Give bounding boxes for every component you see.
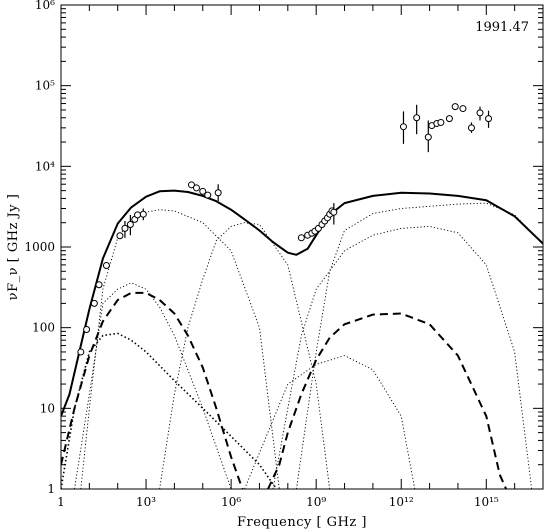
y-tick-label: 10⁶ [35,0,55,12]
epoch-annotation: 1991.47 [475,20,529,35]
y-tick-label: 10⁵ [35,79,55,93]
y-axis-title: νF_ν [ GHz Jy ] [6,194,21,301]
model-curve-dashed [61,291,244,489]
x-tick-label: 10⁶ [221,495,241,509]
model-curve-dotted-heavy [61,332,278,489]
model-curve-dotted [244,355,416,489]
data-point [116,232,124,240]
data-point [102,261,110,269]
data-point [445,115,453,123]
plot-frame [60,4,544,490]
y-tick-label: 10 [40,401,55,415]
data-point [95,281,103,289]
data-point [187,181,195,189]
data-point [437,118,445,126]
data-point [459,105,467,113]
data-point [139,210,147,218]
x-tick-label: 10⁹ [306,495,326,509]
data-point [413,114,421,122]
y-tick-label: 1000 [24,240,55,254]
y-tick-label: 10⁴ [35,159,55,173]
x-axis-title: Frequency [ GHz ] [237,515,367,530]
model-curve-solid [61,189,543,417]
tick-labels: 1 10³ 10⁶ 10⁹ 10¹² 10¹⁵ 1 10 100 1000 10⁴ 10⁵ 10⁶ [24,0,498,509]
data-point [121,224,129,232]
x-tick-label: 1 [57,495,65,509]
data-point [134,211,142,219]
data-point [451,103,459,111]
data-point [424,133,432,141]
data-point [485,115,493,123]
data-point [90,299,98,307]
data-point [83,325,91,333]
x-tick-label: 10¹² [389,495,414,509]
data-point [77,348,85,356]
model-curve-dotted [80,209,280,489]
data-point [126,221,134,229]
model-curve-dotted [74,282,232,489]
model-curve-dashed [267,312,508,489]
model-curves [61,189,543,489]
data-point [214,189,222,197]
y-tick-label: 1 [47,482,55,496]
data-point [399,123,407,131]
data-point [204,191,212,199]
data-point [330,208,338,216]
observations [77,103,493,356]
model-curve-dotted [159,222,331,489]
data-point [199,187,207,195]
model-curve-dotted [272,225,533,489]
data-point [297,234,305,242]
data-point [476,109,484,117]
y-tick-label: 100 [32,321,55,335]
axis-ticks [60,5,544,490]
x-tick-label: 10³ [136,495,156,509]
data-point [467,124,475,132]
data-point [192,184,200,192]
model-curve-dotted [295,202,543,489]
x-tick-label: 10¹⁵ [474,495,499,509]
